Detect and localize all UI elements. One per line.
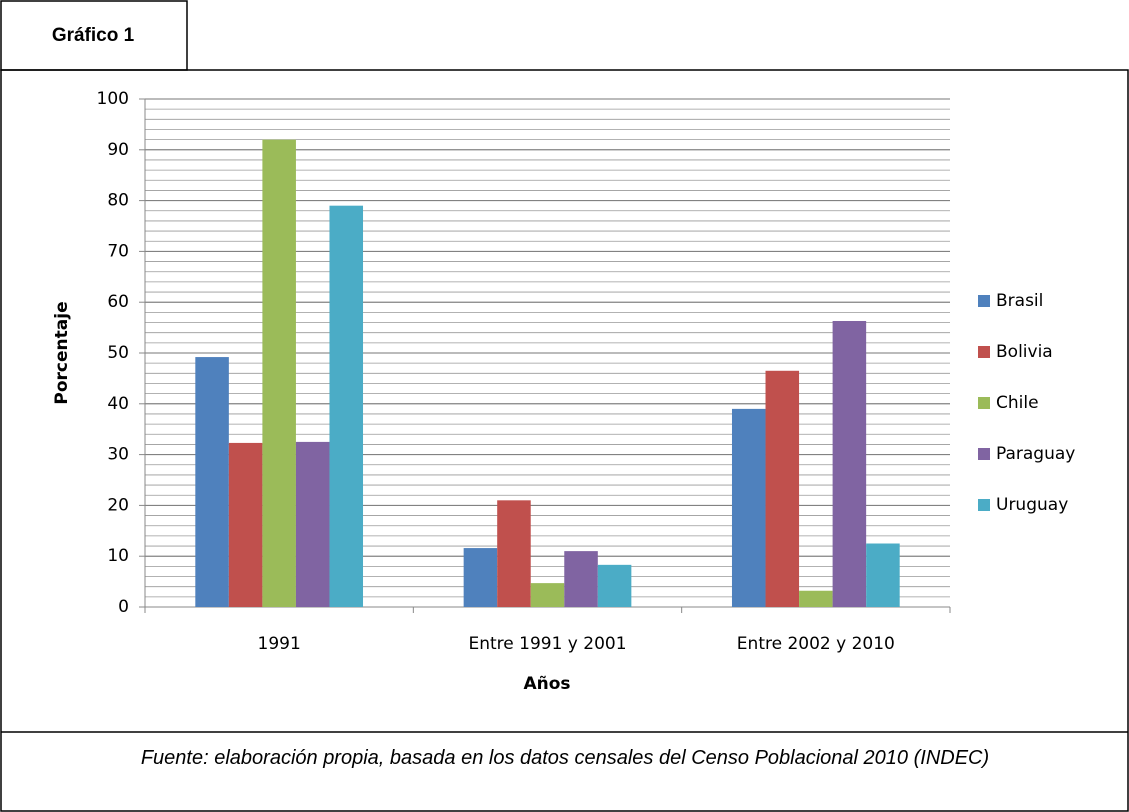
legend-swatch — [978, 346, 990, 358]
tab-title: Gráfico 1 — [52, 25, 135, 46]
bar — [497, 500, 531, 607]
x-tick-label: 1991 — [258, 634, 301, 654]
bar — [866, 543, 900, 607]
y-tick-label: 30 — [107, 445, 129, 465]
bar — [295, 441, 330, 607]
legend-swatch — [978, 448, 990, 460]
legend-swatch — [978, 397, 990, 409]
y-tick-label: 10 — [107, 546, 129, 566]
x-tick-label: Entre 1991 y 2001 — [468, 634, 626, 654]
legend-label: Uruguay — [996, 495, 1068, 515]
y-tick-label: 100 — [97, 89, 129, 109]
legend-label: Chile — [996, 393, 1039, 413]
bar — [195, 357, 229, 607]
bar — [564, 551, 598, 607]
legend-label: Brasil — [996, 291, 1043, 311]
y-tick-label: 40 — [107, 394, 129, 414]
bar — [832, 320, 867, 607]
y-tick-label: 90 — [107, 140, 129, 160]
bar — [597, 564, 632, 607]
x-axis-label: Años — [523, 674, 570, 694]
bar — [530, 583, 565, 607]
bar — [765, 370, 800, 607]
legend-label: Bolivia — [996, 342, 1053, 362]
bar — [799, 590, 833, 607]
y-axis-label: Porcentaje — [52, 301, 72, 404]
frame — [0, 69, 1129, 812]
bar — [731, 408, 766, 607]
y-tick-label: 0 — [118, 597, 129, 617]
y-tick-label: 80 — [107, 191, 129, 211]
bar — [262, 139, 296, 607]
legend-swatch — [978, 499, 990, 511]
legend-swatch — [978, 295, 990, 307]
legend-label: Paraguay — [996, 444, 1075, 464]
bar — [329, 205, 364, 607]
y-tick-label: 60 — [107, 292, 129, 312]
y-tick-label: 50 — [107, 343, 129, 363]
bar — [463, 548, 498, 607]
bar — [228, 442, 263, 607]
y-tick-label: 20 — [107, 495, 129, 515]
caption: Fuente: elaboración propia, basada en lo… — [140, 747, 990, 769]
y-tick-label: 70 — [107, 241, 129, 261]
x-tick-label: Entre 2002 y 2010 — [737, 634, 895, 654]
